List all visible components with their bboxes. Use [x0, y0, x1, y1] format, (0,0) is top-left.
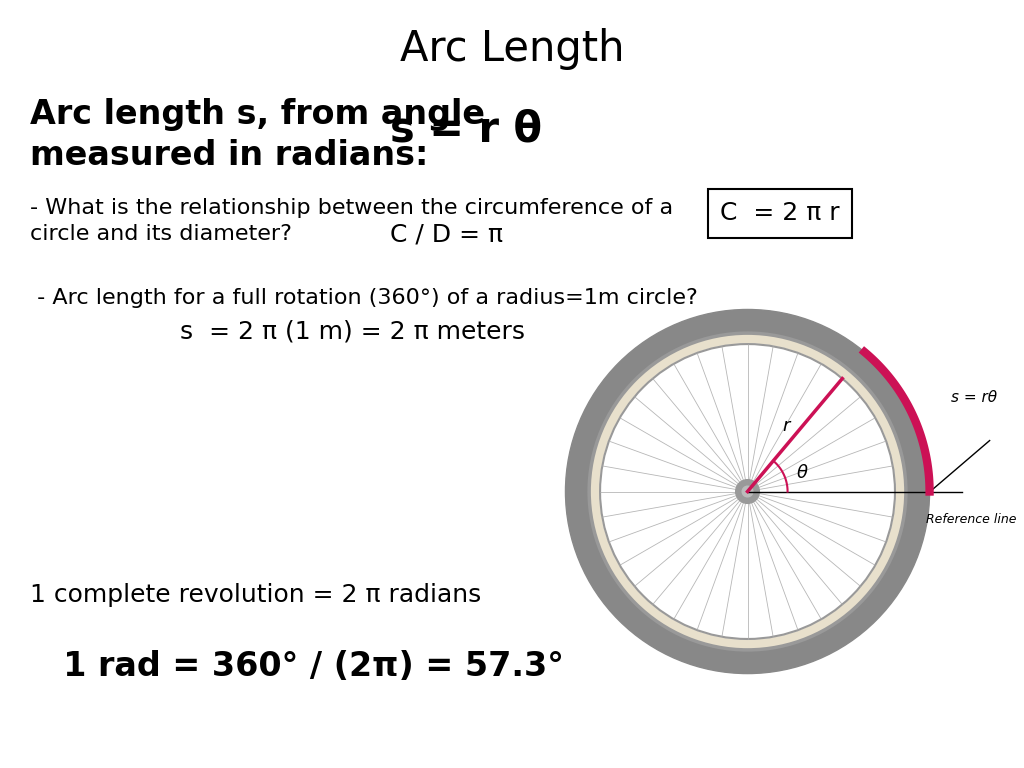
Text: - Arc length for a full rotation (360°) of a radius=1m circle?: - Arc length for a full rotation (360°) …: [30, 288, 697, 308]
Text: s  = 2 π (1 m) = 2 π meters: s = 2 π (1 m) = 2 π meters: [180, 320, 525, 344]
Circle shape: [735, 480, 760, 503]
Text: Arc length s, from angle
measured in radians:: Arc length s, from angle measured in rad…: [30, 98, 485, 172]
Text: 1 complete revolution = 2 π radians: 1 complete revolution = 2 π radians: [30, 583, 481, 607]
Circle shape: [742, 486, 753, 497]
Circle shape: [565, 310, 930, 674]
Text: r: r: [782, 417, 790, 435]
Circle shape: [589, 333, 906, 650]
Text: Reference line: Reference line: [926, 513, 1017, 526]
Text: 1 rad = 360° / (2π) = 57.3°: 1 rad = 360° / (2π) = 57.3°: [40, 650, 564, 683]
Text: s = r θ: s = r θ: [390, 108, 542, 150]
Text: Arc Length: Arc Length: [399, 28, 625, 70]
Text: - What is the relationship between the circumference of a
circle and its diamete: - What is the relationship between the c…: [30, 198, 673, 244]
Text: C  = 2 π r: C = 2 π r: [720, 201, 840, 225]
Text: C / D = π: C / D = π: [390, 223, 503, 247]
Circle shape: [600, 344, 895, 639]
Text: θ: θ: [797, 465, 808, 482]
Text: s = rθ: s = rθ: [951, 390, 997, 406]
